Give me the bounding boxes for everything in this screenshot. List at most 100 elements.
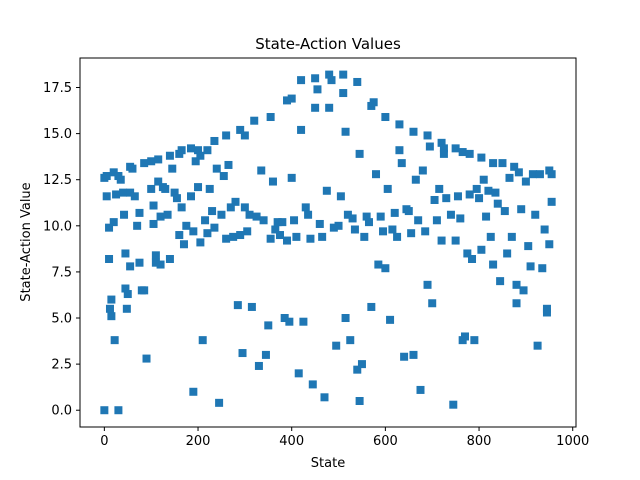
y-tick-label: 2.5: [51, 358, 72, 373]
data-point: [311, 103, 320, 112]
data-point: [411, 175, 420, 184]
y-tick-label: 12.5: [43, 173, 72, 188]
data-point: [308, 380, 317, 389]
data-point: [247, 302, 256, 311]
data-point: [121, 284, 130, 293]
data-point: [273, 218, 282, 227]
data-point: [538, 264, 547, 273]
x-tick-label: 600: [373, 434, 398, 449]
data-point: [418, 166, 427, 175]
data-point: [423, 131, 432, 140]
data-point: [304, 210, 313, 219]
data-point: [165, 151, 174, 160]
data-point: [233, 301, 242, 310]
data-point: [266, 113, 275, 122]
data-point: [397, 159, 406, 168]
data-point: [315, 219, 324, 228]
data-point: [154, 177, 163, 186]
data-point: [517, 205, 526, 214]
data-point: [306, 234, 315, 243]
data-point: [458, 148, 467, 157]
data-point: [521, 177, 530, 186]
data-point: [510, 162, 519, 171]
data-point: [198, 336, 207, 345]
data-point: [278, 218, 287, 227]
data-point: [301, 203, 310, 212]
data-point: [423, 280, 432, 289]
data-point: [250, 116, 259, 125]
data-point: [425, 142, 434, 151]
data-point: [489, 260, 498, 269]
data-point: [135, 258, 144, 267]
data-point: [367, 302, 376, 311]
data-point: [493, 199, 502, 208]
chart-title: State-Action Values: [255, 35, 401, 53]
data-point: [271, 225, 280, 234]
y-tick-label: 17.5: [43, 81, 72, 96]
data-point: [196, 151, 205, 160]
data-point: [329, 223, 338, 232]
data-point: [156, 212, 165, 221]
data-point: [275, 231, 284, 240]
data-point: [283, 96, 292, 105]
data-point: [151, 251, 160, 260]
data-point: [395, 146, 404, 155]
x-tick-label: 400: [279, 434, 304, 449]
data-point: [348, 214, 357, 223]
data-point: [135, 208, 144, 217]
data-point: [179, 240, 188, 249]
data-point: [191, 157, 200, 166]
data-point: [259, 216, 268, 225]
data-point: [409, 350, 418, 359]
data-point: [491, 188, 500, 197]
data-point: [439, 149, 448, 158]
data-point: [165, 255, 174, 263]
data-point: [381, 113, 390, 122]
data-point: [334, 221, 343, 230]
data-point: [238, 349, 247, 358]
data-point: [292, 232, 301, 241]
data-point: [201, 216, 210, 225]
data-point: [121, 249, 130, 258]
data-point: [325, 103, 334, 112]
data-point: [109, 218, 118, 227]
data-point: [194, 146, 203, 155]
data-point: [231, 197, 240, 206]
data-point: [353, 365, 362, 374]
data-point: [376, 212, 385, 221]
data-point: [126, 188, 135, 197]
data-point: [203, 229, 212, 238]
data-point: [189, 227, 198, 236]
data-point: [215, 398, 224, 407]
data-point: [297, 76, 306, 85]
data-point: [453, 192, 462, 201]
data-point: [475, 194, 484, 203]
data-point: [297, 125, 306, 134]
data-point: [172, 194, 181, 203]
data-point: [477, 153, 486, 162]
data-point: [360, 232, 369, 241]
data-point: [500, 207, 509, 216]
data-point: [421, 227, 430, 236]
data-point: [498, 159, 507, 168]
data-point: [236, 231, 245, 240]
data-point: [446, 210, 455, 219]
data-point: [526, 262, 535, 271]
data-point: [432, 216, 441, 225]
data-point: [105, 223, 114, 232]
data-point: [217, 210, 226, 219]
data-point: [177, 203, 186, 212]
data-point: [416, 385, 425, 394]
data-point: [428, 299, 437, 308]
data-point: [320, 393, 329, 402]
data-point: [240, 203, 249, 212]
data-point: [435, 184, 444, 193]
data-point: [341, 314, 350, 323]
y-tick-label: 5.0: [51, 312, 72, 327]
data-point: [187, 192, 195, 201]
data-point: [461, 332, 469, 341]
data-point: [430, 195, 439, 204]
data-point: [482, 212, 491, 221]
data-point: [122, 304, 131, 313]
data-point: [519, 286, 528, 295]
